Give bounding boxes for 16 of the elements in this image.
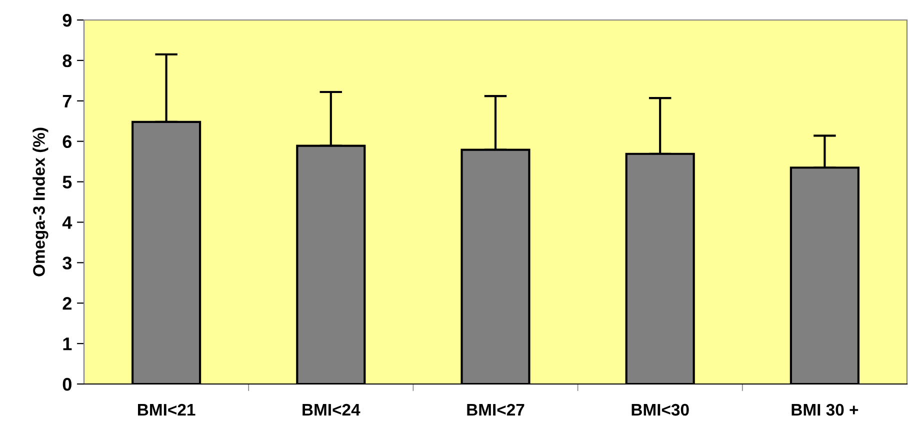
y-tick-label: 7: [62, 95, 72, 108]
x-tick-label: BMI<21: [138, 404, 196, 416]
x-tick-label: BMI 30 +: [792, 404, 858, 416]
y-tick-label: 9: [62, 14, 72, 27]
x-tick-label: BMI<24: [302, 404, 360, 416]
y-tick-label: 1: [63, 338, 72, 350]
y-tick-label: 2: [62, 297, 72, 310]
y-tick-label: 4: [62, 216, 72, 229]
y-axis-title: Omega-3 Index (%): [32, 128, 48, 276]
y-tick-label: 0: [62, 378, 72, 391]
y-tick-label: 6: [62, 135, 72, 148]
x-tick-label: BMI<27: [467, 404, 524, 416]
y-tick-label: 8: [62, 54, 72, 68]
y-tick-label: 5: [62, 176, 72, 188]
y-tick-label: 3: [62, 256, 72, 270]
x-tick-label: BMI<30: [632, 404, 689, 416]
